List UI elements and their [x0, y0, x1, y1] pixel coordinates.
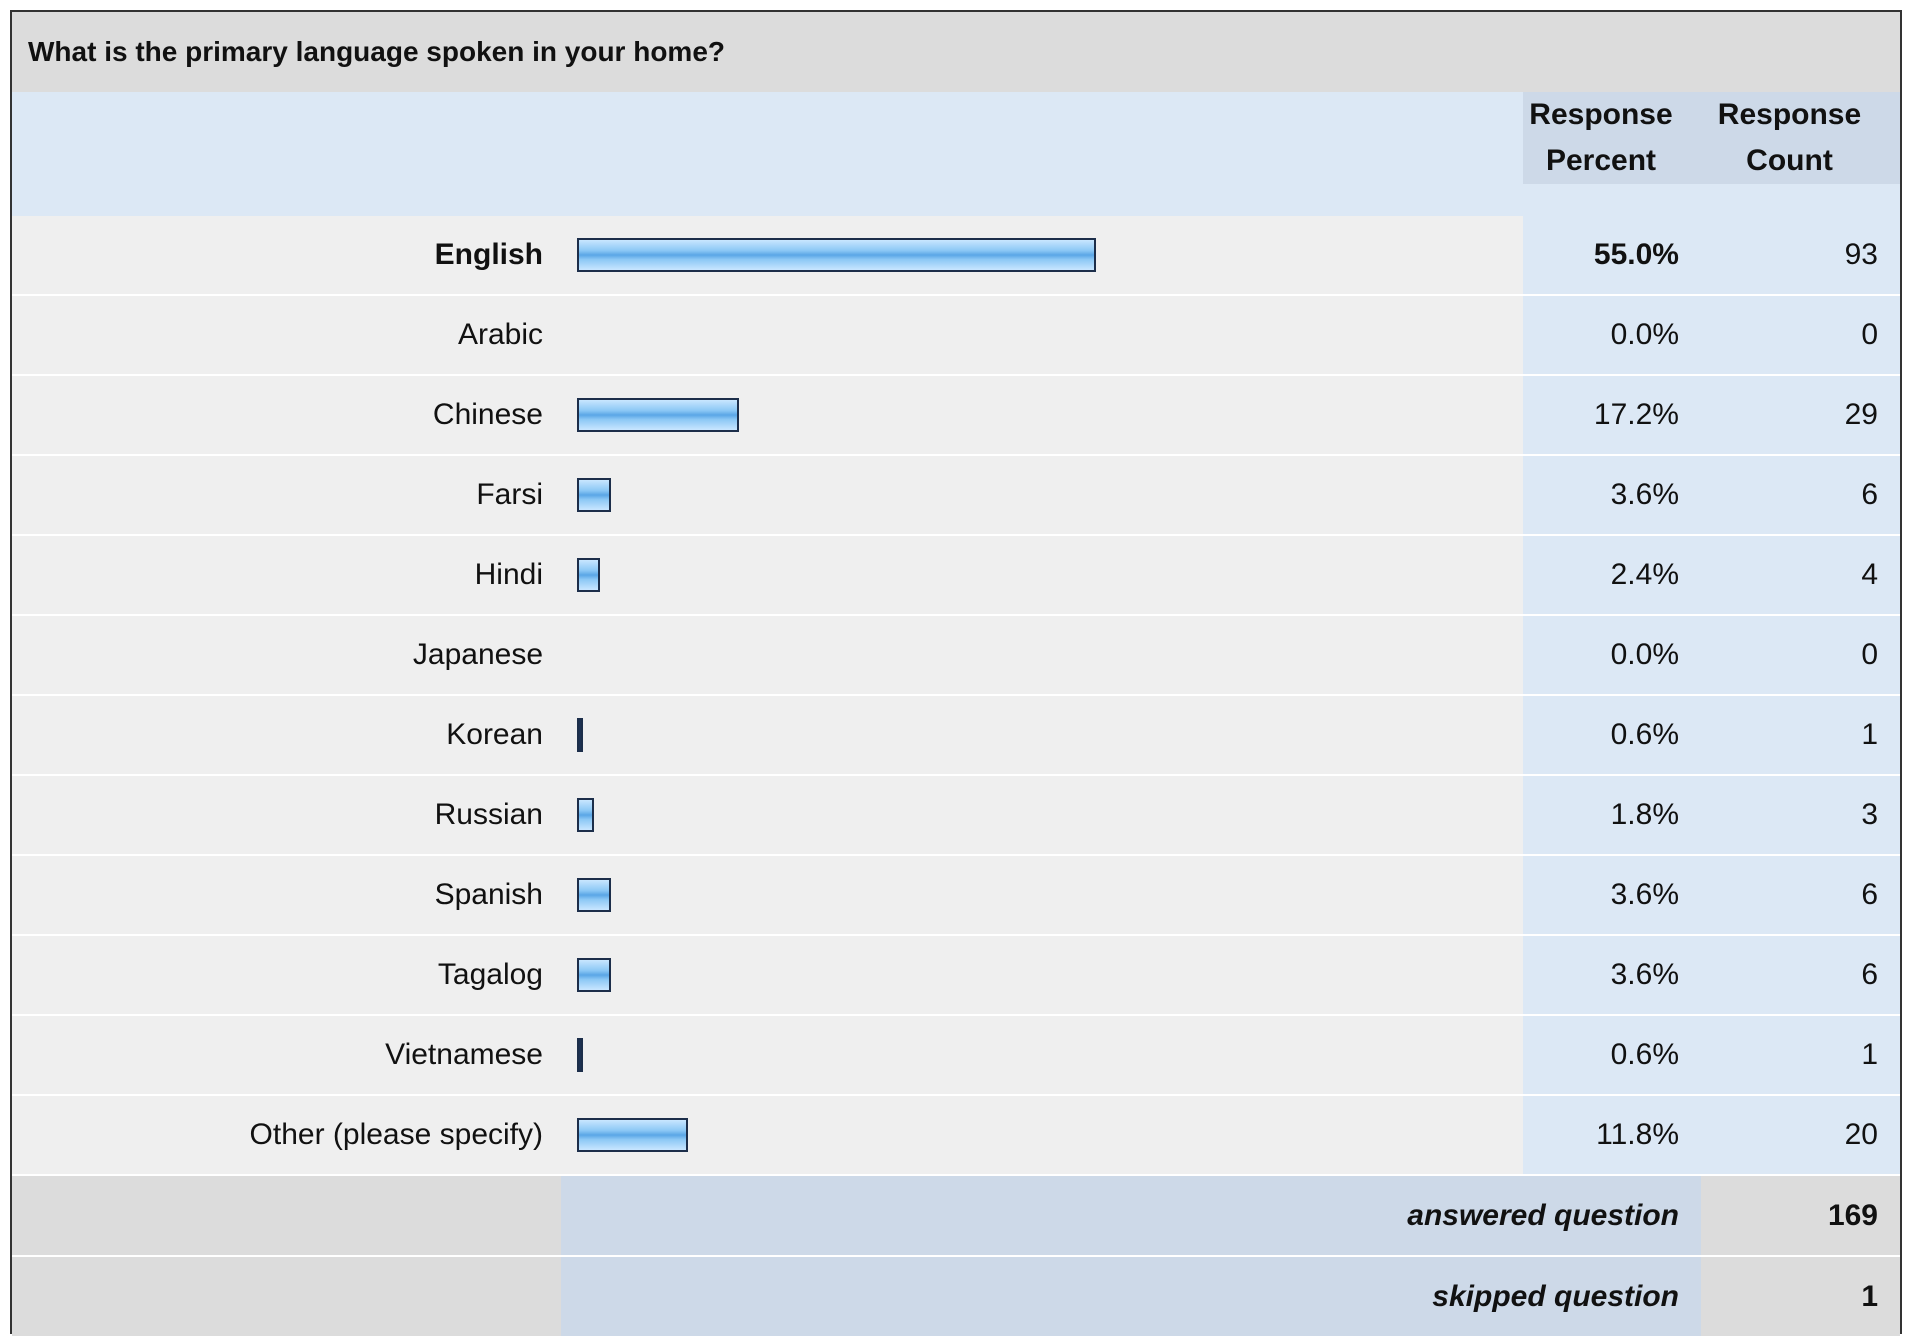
response-percent-value: 0.6% [1523, 696, 1701, 774]
bar-cell [561, 536, 1523, 614]
table-row: Russian 1.8% 3 [12, 776, 1900, 856]
table-row: Spanish 3.6% 6 [12, 856, 1900, 936]
bar-cell [561, 1016, 1523, 1094]
response-count-value: 1 [1701, 1016, 1900, 1094]
bar-cell [561, 456, 1523, 534]
category-label: Japanese [12, 616, 561, 694]
answered-question-value: 169 [1701, 1176, 1900, 1255]
response-percent-value: 11.8% [1523, 1096, 1701, 1174]
skipped-question-label: skipped question [561, 1257, 1701, 1336]
header-row: Response Percent Response Count [12, 92, 1900, 216]
category-label: Tagalog [12, 936, 561, 1014]
bar [577, 1038, 583, 1072]
category-label: Korean [12, 696, 561, 774]
bar-cell [561, 776, 1523, 854]
response-count-value: 29 [1701, 376, 1900, 454]
summary-blank-cell [12, 1176, 561, 1255]
response-count-value: 6 [1701, 456, 1900, 534]
response-count-value: 0 [1701, 616, 1900, 694]
bar-cell [561, 1096, 1523, 1174]
question-title: What is the primary language spoken in y… [28, 36, 726, 67]
category-label: Vietnamese [12, 1016, 561, 1094]
table-row: Tagalog 3.6% 6 [12, 936, 1900, 1016]
bar [577, 878, 611, 912]
bar-cell [561, 696, 1523, 774]
response-count-value: 1 [1701, 696, 1900, 774]
table-row: Korean 0.6% 1 [12, 696, 1900, 776]
response-count-value: 20 [1701, 1096, 1900, 1174]
bar-cell [561, 936, 1523, 1014]
response-percent-header: Response Percent [1523, 92, 1701, 184]
response-percent-value: 1.8% [1523, 776, 1701, 854]
response-percent-value: 0.0% [1523, 296, 1701, 374]
category-label: Chinese [12, 376, 561, 454]
bar [577, 718, 583, 752]
response-count-value: 6 [1701, 856, 1900, 934]
bar [577, 238, 1096, 272]
response-percent-value: 17.2% [1523, 376, 1701, 454]
response-count-value: 6 [1701, 936, 1900, 1014]
response-count-header: Response Count [1701, 92, 1900, 184]
category-label: Spanish [12, 856, 561, 934]
table-row: English 55.0% 93 [12, 216, 1900, 296]
table-row: Arabic 0.0% 0 [12, 296, 1900, 376]
table-row: Japanese 0.0% 0 [12, 616, 1900, 696]
bar [577, 798, 594, 832]
bar-cell [561, 616, 1523, 694]
table-row: Farsi 3.6% 6 [12, 456, 1900, 536]
table-row: Chinese 17.2% 29 [12, 376, 1900, 456]
response-percent-value: 55.0% [1523, 216, 1701, 294]
answered-question-label: answered question [561, 1176, 1701, 1255]
response-count-value: 93 [1701, 216, 1900, 294]
skipped-question-row: skipped question 1 [12, 1257, 1900, 1338]
table-row: Vietnamese 0.6% 1 [12, 1016, 1900, 1096]
response-percent-value: 3.6% [1523, 856, 1701, 934]
category-label: Other (please specify) [12, 1096, 561, 1174]
response-percent-value: 0.6% [1523, 1016, 1701, 1094]
summary-blank-cell [12, 1257, 561, 1336]
category-label: Arabic [12, 296, 561, 374]
skipped-question-value: 1 [1701, 1257, 1900, 1336]
response-percent-value: 2.4% [1523, 536, 1701, 614]
bar-cell [561, 216, 1523, 294]
bar-cell [561, 376, 1523, 454]
bar [577, 398, 739, 432]
survey-results-table: What is the primary language spoken in y… [10, 10, 1902, 1338]
bar [577, 558, 600, 592]
bar [577, 478, 611, 512]
response-percent-value: 3.6% [1523, 456, 1701, 534]
category-label: Russian [12, 776, 561, 854]
bar [577, 958, 611, 992]
response-count-value: 4 [1701, 536, 1900, 614]
response-count-value: 0 [1701, 296, 1900, 374]
bar-cell [561, 296, 1523, 374]
response-percent-value: 0.0% [1523, 616, 1701, 694]
response-percent-value: 3.6% [1523, 936, 1701, 1014]
category-label: English [12, 216, 561, 294]
question-title-row: What is the primary language spoken in y… [12, 12, 1900, 92]
response-count-value: 3 [1701, 776, 1900, 854]
bar [577, 1118, 688, 1152]
table-row: Hindi 2.4% 4 [12, 536, 1900, 616]
bar-cell [561, 856, 1523, 934]
answered-question-row: answered question 169 [12, 1176, 1900, 1257]
table-row: Other (please specify) 11.8% 20 [12, 1096, 1900, 1176]
category-label: Hindi [12, 536, 561, 614]
category-label: Farsi [12, 456, 561, 534]
